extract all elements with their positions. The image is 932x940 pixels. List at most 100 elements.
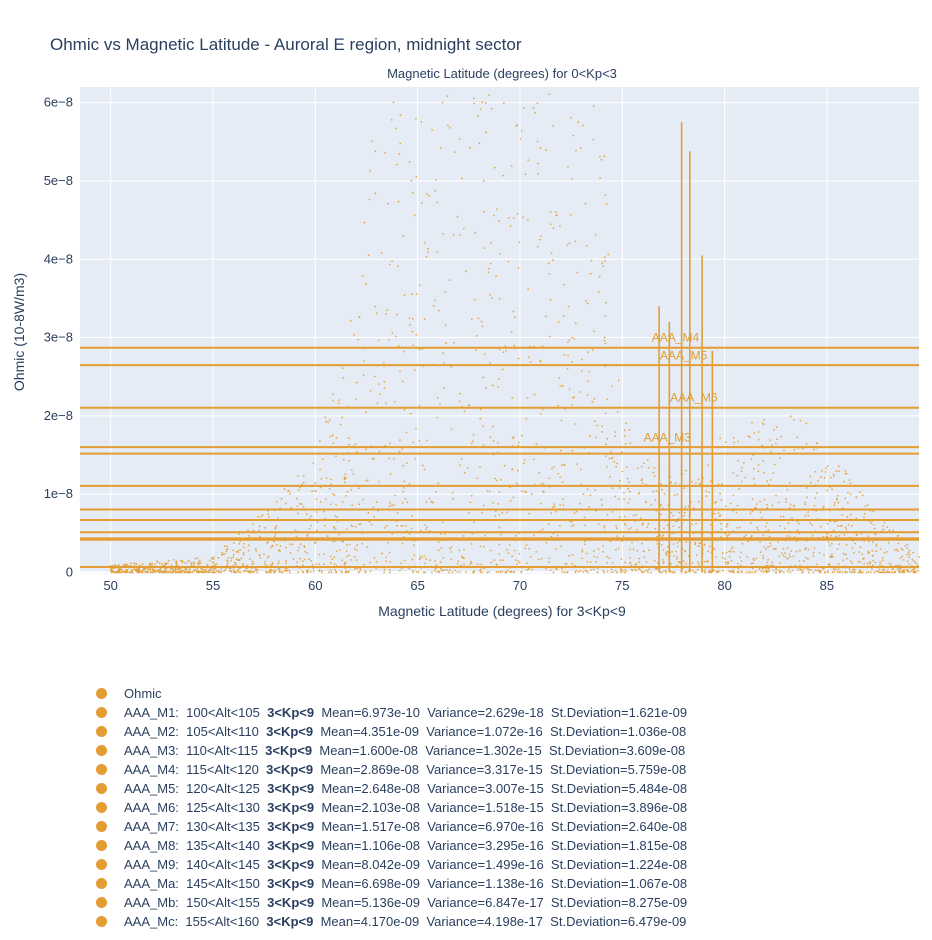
data-point: [851, 546, 854, 549]
data-point: [237, 550, 240, 552]
data-point: [650, 571, 652, 574]
data-point: [369, 570, 372, 573]
data-point: [129, 571, 132, 574]
data-point: [855, 496, 858, 499]
legend-item-AAA_M8[interactable]: AAA_M8: 135<Alt<140 3<Kp<9 Mean=1.106e-0…: [96, 836, 916, 855]
data-point: [149, 571, 152, 574]
data-point: [896, 564, 899, 567]
data-point: [618, 479, 621, 482]
data-point: [604, 342, 607, 345]
data-point: [615, 465, 617, 468]
legend-item-AAA_M4[interactable]: AAA_M4: 115<Alt<120 3<Kp<9 Mean=2.869e-0…: [96, 760, 916, 779]
data-point: [437, 541, 440, 543]
data-point: [682, 560, 685, 562]
data-point: [259, 535, 261, 538]
data-point: [609, 540, 612, 543]
data-point: [697, 545, 699, 548]
data-point: [816, 569, 819, 572]
data-point: [138, 569, 141, 572]
data-point: [149, 562, 151, 565]
data-point: [440, 547, 443, 549]
data-point: [882, 571, 884, 574]
legend-item-AAA_M1[interactable]: AAA_M1: 100<Alt<105 3<Kp<9 Mean=6.973e-1…: [96, 703, 916, 722]
data-point: [766, 503, 768, 506]
data-point: [324, 416, 327, 419]
legend-item-AAA_M7[interactable]: AAA_M7: 130<Alt<135 3<Kp<9 Mean=1.517e-0…: [96, 817, 916, 836]
data-point: [757, 470, 760, 472]
data-point: [783, 449, 785, 452]
legend-item-Ohmic[interactable]: Ohmic: [96, 684, 916, 703]
data-point: [718, 570, 721, 573]
data-point: [683, 511, 686, 514]
data-point: [465, 571, 467, 574]
data-point: [774, 548, 776, 550]
data-point: [623, 429, 626, 432]
legend-item-AAA_M6[interactable]: AAA_M6: 125<Alt<130 3<Kp<9 Mean=2.103e-0…: [96, 798, 916, 817]
data-point: [442, 569, 444, 572]
legend-label: AAA_M6: 125<Alt<130 3<Kp<9 Mean=2.103e-0…: [124, 800, 687, 815]
data-point: [220, 568, 223, 570]
data-point: [822, 567, 825, 570]
data-point: [733, 571, 735, 574]
data-point: [351, 504, 354, 507]
data-point: [871, 568, 873, 570]
data-point: [869, 571, 872, 574]
data-point: [635, 569, 638, 572]
data-point: [636, 467, 639, 470]
data-point: [358, 523, 361, 526]
data-point: [421, 556, 423, 559]
data-point: [594, 560, 597, 563]
legend-marker-icon: [96, 764, 107, 775]
data-point: [497, 386, 500, 388]
data-point: [540, 483, 542, 485]
data-point: [306, 571, 309, 574]
data-point: [185, 568, 187, 571]
data-point: [306, 569, 309, 572]
data-point: [844, 553, 847, 556]
data-point: [584, 543, 586, 546]
data-point: [374, 305, 377, 308]
data-point: [439, 561, 442, 564]
data-point: [675, 558, 678, 560]
data-point: [448, 127, 451, 129]
data-point: [232, 549, 235, 552]
data-point: [411, 558, 414, 561]
legend-item-AAA_M9[interactable]: AAA_M9: 140<Alt<145 3<Kp<9 Mean=8.042e-0…: [96, 855, 916, 874]
data-point: [194, 568, 197, 571]
data-point: [328, 571, 330, 574]
data-point: [327, 421, 329, 424]
legend-item-AAA_M5[interactable]: AAA_M5: 120<Alt<125 3<Kp<9 Mean=2.648e-0…: [96, 779, 916, 798]
data-point: [589, 569, 592, 571]
legend-item-AAA_Mc[interactable]: AAA_Mc: 155<Alt<160 3<Kp<9 Mean=4.170e-0…: [96, 912, 916, 931]
data-point: [676, 493, 679, 496]
data-point: [796, 436, 799, 439]
data-point: [694, 543, 697, 546]
data-point: [610, 571, 613, 574]
data-point: [274, 532, 277, 535]
data-point: [858, 551, 861, 553]
legend-item-AAA_Ma[interactable]: AAA_Ma: 145<Alt<150 3<Kp<9 Mean=6.698e-0…: [96, 874, 916, 893]
data-point: [420, 121, 423, 123]
data-point: [404, 498, 407, 500]
data-point: [399, 114, 402, 117]
data-point: [212, 569, 215, 572]
data-point: [365, 480, 367, 482]
data-point: [593, 555, 596, 558]
data-point: [759, 541, 761, 543]
data-point: [252, 570, 255, 573]
data-point: [517, 469, 519, 472]
legend-item-AAA_M2[interactable]: AAA_M2: 105<Alt<110 3<Kp<9 Mean=4.351e-0…: [96, 722, 916, 741]
data-point: [361, 275, 364, 277]
data-point: [413, 369, 416, 371]
data-point: [560, 419, 563, 422]
data-point: [318, 563, 321, 566]
data-point: [807, 571, 810, 574]
legend-item-AAA_Mb[interactable]: AAA_Mb: 150<Alt<155 3<Kp<9 Mean=5.136e-0…: [96, 893, 916, 912]
data-point: [201, 571, 204, 574]
data-point: [888, 529, 891, 532]
legend-item-AAA_M3[interactable]: AAA_M3: 110<Alt<115 3<Kp<9 Mean=1.600e-0…: [96, 741, 916, 760]
data-point: [684, 549, 687, 552]
data-point: [496, 208, 498, 211]
data-point: [530, 493, 533, 496]
data-point: [165, 563, 168, 565]
